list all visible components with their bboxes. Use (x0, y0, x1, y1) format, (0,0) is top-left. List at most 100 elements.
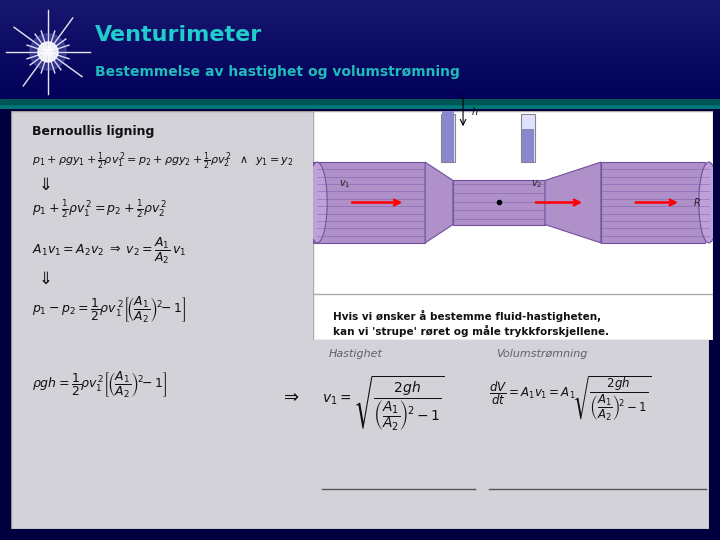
Polygon shape (425, 162, 453, 243)
Bar (0, 46, 720, 47)
Bar (601, 162, 705, 243)
Bar (0, 66, 720, 67)
Bar (0, 74, 720, 75)
Bar (0, 58, 720, 59)
Bar (0, 51, 720, 52)
Text: $p_1 + \frac{1}{2}\rho v_1^{\,2} = p_2 + \frac{1}{2}\rho v_2^{\,2}$: $p_1 + \frac{1}{2}\rho v_1^{\,2} = p_2 +… (32, 199, 167, 220)
Bar (0, 28, 720, 29)
Bar (0, 76, 720, 77)
Text: $\Downarrow$: $\Downarrow$ (35, 270, 51, 288)
Bar (0, 21, 720, 22)
Bar (0, 8, 720, 9)
Text: $p_1 + \rho g y_1 + \frac{1}{2}\rho v_1^{\,2} = p_2 + \rho g y_2 + \frac{1}{2}\r: $p_1 + \rho g y_1 + \frac{1}{2}\rho v_1^… (32, 151, 293, 172)
Bar (0, 72, 720, 73)
Bar (0, 42, 720, 43)
Bar (0, 97, 720, 98)
Text: $h$: $h$ (471, 105, 479, 117)
Bar (0, 83, 720, 84)
Bar (0, 13, 720, 14)
Text: $\dfrac{dV}{dt} = A_1 v_1 = A_1\!\sqrt{\dfrac{2gh}{\left(\dfrac{A_1}{A_2}\right): $\dfrac{dV}{dt} = A_1 v_1 = A_1\!\sqrt{\… (489, 374, 652, 422)
Bar (0, 85, 720, 86)
Text: Bestemmelse av hastighet og volumstrømning: Bestemmelse av hastighet og volumstrømni… (95, 65, 460, 79)
Bar (0, 73, 720, 74)
Bar (0, 38, 720, 39)
Bar (0, 53, 720, 54)
Bar (0, 27, 720, 28)
Bar (0, 10, 720, 11)
Bar (0, 81, 720, 82)
Bar (0, 104, 720, 109)
Bar (0, 40, 720, 41)
Bar (0, 48, 720, 49)
Bar (0, 79, 720, 80)
Text: $v_1$: $v_1$ (339, 178, 351, 190)
Bar (0, 23, 720, 24)
Bar (0, 55, 720, 56)
Bar (0, 9, 720, 10)
Bar (0, 37, 720, 38)
Text: $\Rightarrow$: $\Rightarrow$ (279, 387, 300, 405)
Bar (0, 99, 720, 104)
Bar (0, 0, 720, 1)
Bar (0, 11, 720, 12)
Bar (0, 57, 720, 58)
Text: $v_2$: $v_2$ (531, 178, 543, 190)
Bar (0, 95, 720, 96)
Bar (0, 63, 720, 64)
Bar (0, 31, 720, 32)
Polygon shape (545, 162, 601, 243)
Bar (0, 71, 720, 72)
Text: Hvis vi ønsker å bestemme fluid-hastigheten,
kan vi 'strupe' røret og måle trykk: Hvis vi ønsker å bestemme fluid-hastighe… (333, 310, 609, 336)
Bar (0, 91, 720, 92)
Bar (0, 39, 720, 40)
Bar (0, 93, 720, 94)
Bar (522, 129, 534, 162)
Bar (0, 19, 720, 20)
Text: Volumstrømning: Volumstrømning (496, 349, 588, 359)
Bar (0, 92, 720, 93)
Bar (0, 24, 720, 25)
Bar (0, 25, 720, 26)
Bar (0, 4, 720, 5)
Text: Hastighet: Hastighet (328, 349, 382, 359)
Bar (0, 99, 720, 100)
Bar (0, 34, 720, 35)
Bar (0, 56, 720, 57)
Bar (441, 114, 455, 162)
Bar (0, 86, 720, 87)
Bar (0, 82, 720, 83)
Bar (0, 16, 720, 17)
Bar (0, 41, 720, 42)
Bar (0, 43, 720, 44)
Bar (0, 2, 720, 3)
Bar (0, 50, 720, 51)
Bar (0, 52, 720, 53)
Bar (0, 54, 720, 55)
Bar (0, 60, 720, 61)
Bar (0, 70, 720, 71)
Bar (0, 7, 720, 8)
Bar (0, 65, 720, 66)
Bar (0, 22, 720, 23)
Bar (0, 26, 720, 27)
Bar (0, 6, 720, 7)
Bar (0, 1, 720, 2)
Text: $A_1 v_1 = A_2 v_2 \;\Rightarrow\; v_2 = \dfrac{A_1}{A_2}\, v_1$: $A_1 v_1 = A_2 v_2 \;\Rightarrow\; v_2 =… (32, 237, 186, 266)
Bar (0, 35, 720, 36)
Text: Bernoullis ligning: Bernoullis ligning (32, 125, 154, 138)
Bar (0, 67, 720, 68)
Bar (0, 87, 720, 88)
Bar (0, 80, 720, 81)
Bar (0, 68, 720, 69)
Bar (0, 5, 720, 6)
Bar (0, 20, 720, 21)
Bar (0, 33, 720, 34)
Bar (0, 89, 720, 90)
Text: $\rho g h = \dfrac{1}{2}\rho v_1^{\,2}\left[\!\left(\dfrac{A_1}{A_2}\right)^{\!2: $\rho g h = \dfrac{1}{2}\rho v_1^{\,2}\l… (32, 370, 167, 400)
Text: $\Downarrow$: $\Downarrow$ (35, 176, 51, 193)
Bar (0, 30, 720, 31)
Text: $v_1 = \sqrt{\dfrac{2gh}{\left(\dfrac{A_1}{A_2}\right)^{\!2} - 1}}$: $v_1 = \sqrt{\dfrac{2gh}{\left(\dfrac{A_… (322, 374, 444, 433)
Text: Venturimeter: Venturimeter (95, 25, 262, 45)
Bar (0, 69, 720, 70)
Bar (313, 162, 425, 243)
